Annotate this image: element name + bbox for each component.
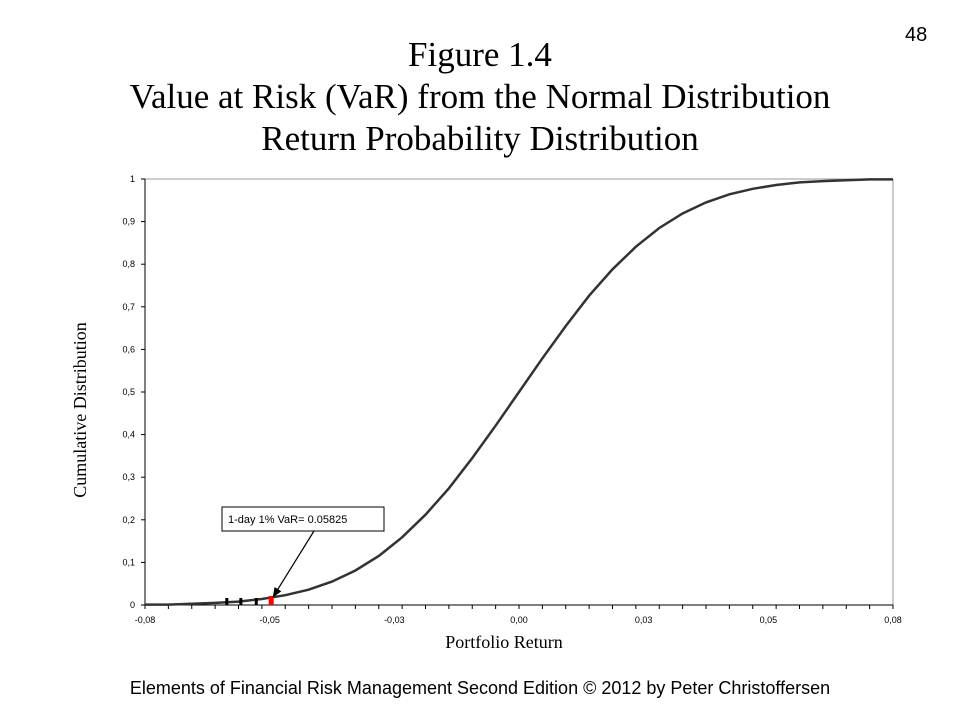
y-tick-label: 0,7 [122,302,135,312]
slide-number: 48 [905,24,928,46]
tail-marker [239,598,243,605]
y-tick-label: 0,5 [122,387,135,397]
x-tick-label: 0,03 [635,615,653,625]
y-tick-label: 0,3 [122,472,135,482]
var-marker [268,596,274,605]
x-tick-label: 0,05 [760,615,778,625]
title-line-3: Return Probability Distribution [261,119,699,158]
x-tick-label: -0,03 [384,615,405,625]
x-tick-label: -0,08 [135,615,156,625]
y-tick-label: 0,4 [122,430,135,440]
tail-markers [225,596,274,605]
y-tick-label: 0 [130,600,135,610]
x-tick-label: -0,05 [259,615,280,625]
y-tick-label: 0,9 [122,217,135,227]
axes: 0 0,1 0,2 0,3 0,4 0,5 0,6 0,7 0,8 0,9 1 -0,08 -0,05 -… [122,174,901,625]
x-tick-label: 0,08 [884,615,902,625]
tail-marker [225,598,229,605]
y-tick-label: 0,1 [122,557,135,567]
y-tick-label: 0,8 [122,259,135,269]
title-line-1: Figure 1.4 [408,35,552,74]
var-annotation: 1-day 1% VaR= 0.05825 [221,506,385,598]
footer-credit: Elements of Financial Risk Management Se… [129,678,831,698]
y-tick-label: 0,6 [122,344,135,354]
x-axis-title: Portfolio Return [445,632,563,652]
tail-marker [254,598,258,605]
cdf-series-line [145,178,893,606]
page-title: Figure 1.4 Value at Risk (VaR) from the … [0,34,960,160]
y-tick-label: 0,2 [122,515,135,525]
y-tick-label: 1 [130,174,135,184]
var-annotation-box [221,506,385,532]
x-tick-label: 0,00 [510,615,528,625]
title-line-2: Value at Risk (VaR) from the Normal Dist… [129,77,831,116]
var-annotation-text: 1-day 1% VaR= 0.05825 [228,514,347,526]
var-annotation-arrow [272,530,315,598]
y-axis-title: Cumulative Distribution [70,322,90,498]
